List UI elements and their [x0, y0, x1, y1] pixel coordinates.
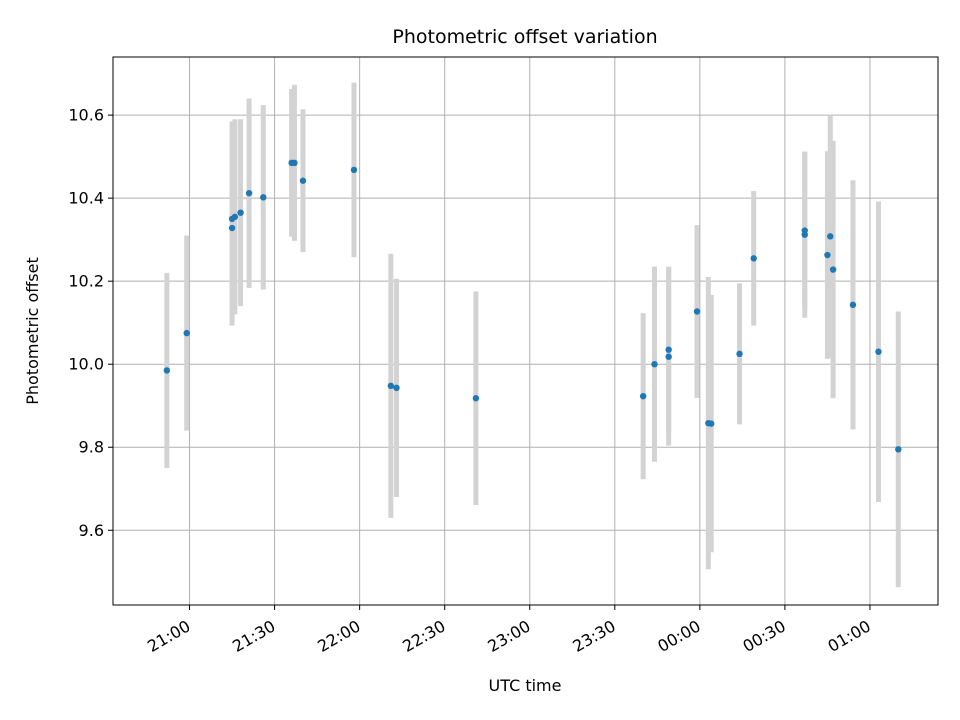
data-point: [350, 166, 358, 174]
data-point: [291, 159, 298, 167]
data-point: [895, 446, 902, 453]
data-point: [299, 177, 307, 184]
grid: [113, 57, 938, 605]
data-point: [665, 353, 672, 360]
y-tick-label: 10.0: [68, 355, 104, 374]
chart-title: Photometric offset variation: [392, 26, 657, 48]
data-point: [387, 382, 395, 389]
data-point: [736, 350, 743, 358]
data-point: [237, 209, 244, 216]
y-axis-label: Photometric offset: [23, 257, 42, 405]
data-point: [849, 301, 857, 309]
data-point: [750, 255, 757, 262]
data-point: [260, 194, 267, 201]
plot-frame: [112, 56, 939, 606]
data-point: [824, 251, 831, 259]
y-axis-ticks: 9.6 9.8 10.0 10.2 10.4 10.6: [68, 106, 113, 540]
data-point: [665, 346, 672, 353]
data-point: [875, 348, 882, 355]
data-point: [228, 224, 236, 232]
y-tick-label: 9.8: [79, 438, 104, 457]
data-point: [245, 189, 253, 197]
data-point: [801, 227, 808, 234]
data-point: [829, 266, 837, 273]
y-tick-label: 10.2: [68, 272, 104, 291]
data-points: [163, 159, 902, 453]
y-tick-label: 10.4: [68, 189, 104, 208]
data-point: [707, 420, 715, 427]
data-point: [393, 384, 400, 392]
data-point: [231, 213, 239, 221]
data-point: [827, 233, 834, 240]
y-tick-label: 9.6: [79, 521, 104, 540]
data-point: [651, 361, 658, 368]
data-point: [163, 367, 171, 374]
data-point: [183, 329, 190, 337]
data-point: [693, 308, 701, 315]
y-tick-label: 10.6: [68, 106, 104, 125]
data-point: [472, 395, 480, 402]
data-point: [639, 392, 647, 400]
x-axis-label: UTC time: [489, 676, 562, 695]
